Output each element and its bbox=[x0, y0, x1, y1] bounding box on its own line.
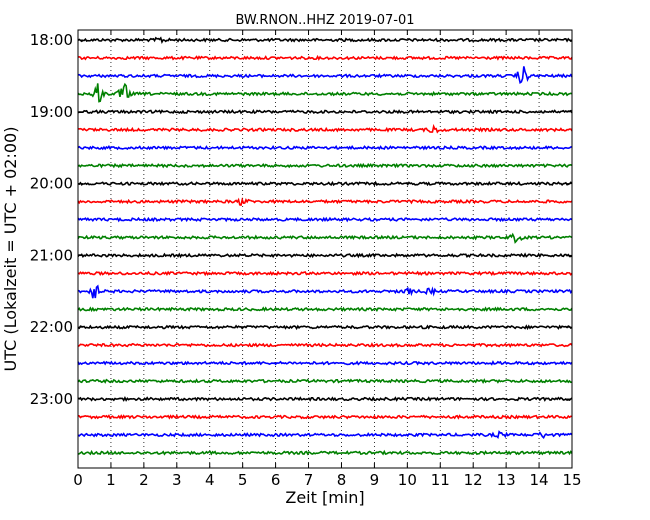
y-tick-label: 20:00 bbox=[30, 175, 73, 193]
x-tick-label: 5 bbox=[238, 471, 248, 489]
seismic-trace-2200 bbox=[77, 324, 573, 331]
seismic-trace-2015 bbox=[77, 196, 573, 207]
x-tick-label: 14 bbox=[530, 471, 549, 489]
seismic-trace-2345 bbox=[77, 449, 573, 456]
x-tick-label: 10 bbox=[398, 471, 417, 489]
seismic-trace-2045 bbox=[77, 232, 573, 244]
x-tick-label: 0 bbox=[73, 471, 83, 489]
seismic-trace-1945 bbox=[77, 162, 573, 169]
y-axis: 18:00 19:00 20:00 21:00 22:00 23:00 bbox=[30, 31, 572, 408]
seismic-trace-1900 bbox=[77, 108, 573, 115]
seismic-trace-2115 bbox=[77, 270, 573, 277]
x-tick-label: 8 bbox=[337, 471, 347, 489]
chart-title: BW.RNON..HHZ 2019-07-01 bbox=[235, 13, 414, 28]
seismic-trace-1815 bbox=[77, 54, 573, 61]
y-axis-label: UTC (Lokalzeit = UTC + 02:00) bbox=[1, 127, 20, 372]
x-tick-label: 6 bbox=[271, 471, 281, 489]
seismic-trace-2145 bbox=[77, 306, 573, 313]
seismic-trace-1800 bbox=[77, 36, 573, 44]
x-tick-label: 4 bbox=[205, 471, 215, 489]
x-axis-label: Zeit [min] bbox=[285, 488, 364, 507]
x-tick-label: 7 bbox=[304, 471, 314, 489]
x-tick-label: 15 bbox=[562, 471, 581, 489]
trace-group bbox=[77, 36, 573, 456]
plot-frame bbox=[77, 29, 573, 469]
x-tick-label: 11 bbox=[431, 471, 450, 489]
seismic-trace-2100 bbox=[77, 252, 573, 259]
seismic-trace-2315 bbox=[77, 414, 573, 420]
seismic-trace-1915 bbox=[77, 123, 573, 134]
seismic-trace-1845 bbox=[77, 82, 573, 103]
x-tick-label: 3 bbox=[172, 471, 182, 489]
x-tick-label: 2 bbox=[139, 471, 149, 489]
y-tick-label: 23:00 bbox=[30, 390, 73, 408]
y-tick-label: 19:00 bbox=[30, 103, 73, 121]
seismic-trace-2230 bbox=[77, 360, 573, 366]
x-tick-label: 13 bbox=[497, 471, 516, 489]
seismic-trace-2000 bbox=[77, 180, 573, 187]
seismic-trace-2300 bbox=[77, 395, 573, 402]
x-tick-label: 12 bbox=[464, 471, 483, 489]
seismic-trace-2030 bbox=[77, 216, 573, 223]
seismic-trace-2245 bbox=[77, 378, 573, 385]
seismic-trace-1930 bbox=[77, 144, 573, 151]
y-tick-label: 18:00 bbox=[30, 31, 73, 49]
y-tick-label: 21:00 bbox=[30, 246, 73, 264]
seismic-trace-1830 bbox=[77, 66, 573, 84]
seismic-trace-2330 bbox=[77, 430, 573, 440]
y-tick-label: 22:00 bbox=[30, 318, 73, 336]
x-axis: 0 1 2 3 4 5 6 7 8 9 10 11 12 13 14 15 bbox=[73, 30, 582, 489]
x-tick-label: 9 bbox=[370, 471, 380, 489]
seismic-trace-2130 bbox=[77, 284, 573, 299]
x-tick-label: 1 bbox=[106, 471, 116, 489]
seismic-trace-2215 bbox=[77, 342, 573, 348]
